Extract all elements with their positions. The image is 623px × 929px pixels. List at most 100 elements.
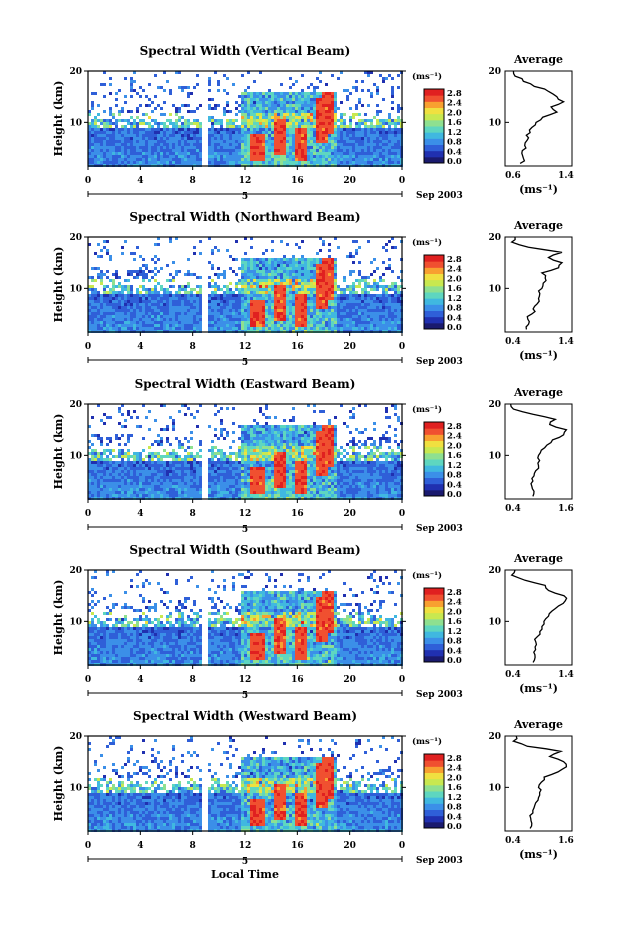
heat-cell bbox=[388, 267, 391, 270]
heat-cell bbox=[88, 122, 91, 125]
heat-cell bbox=[178, 300, 181, 303]
heat-cell bbox=[355, 134, 358, 137]
heat-cell bbox=[169, 146, 172, 149]
heat-cell bbox=[136, 270, 139, 273]
heat-cell bbox=[295, 110, 298, 113]
heat-cell bbox=[244, 107, 247, 110]
heat-cell bbox=[262, 315, 265, 318]
heat-cell bbox=[127, 440, 130, 443]
heat-cell bbox=[97, 491, 100, 494]
heat-cell bbox=[244, 110, 247, 113]
heat-cell bbox=[91, 134, 94, 137]
heat-cell bbox=[319, 152, 322, 155]
heat-cell bbox=[166, 425, 169, 428]
heat-cell bbox=[286, 318, 289, 321]
heat-cell bbox=[151, 473, 154, 476]
heat-cell bbox=[313, 158, 316, 161]
heat-cell bbox=[133, 89, 136, 92]
heat-cell bbox=[382, 134, 385, 137]
heat-cell bbox=[106, 155, 109, 158]
heat-cell bbox=[196, 152, 199, 155]
heat-cell bbox=[250, 119, 253, 122]
heat-cell bbox=[337, 128, 340, 131]
heat-cell bbox=[322, 273, 325, 276]
heat-cell bbox=[352, 131, 355, 134]
heat-cell bbox=[169, 279, 172, 282]
heat-cell bbox=[214, 315, 217, 318]
heat-cell bbox=[379, 327, 382, 330]
heat-cell bbox=[190, 309, 193, 312]
heat-cell bbox=[355, 306, 358, 309]
heat-cell bbox=[313, 107, 316, 110]
heat-cell bbox=[151, 491, 154, 494]
heat-cell bbox=[244, 300, 247, 303]
heat-cell bbox=[160, 482, 163, 485]
heat-cell bbox=[109, 440, 112, 443]
heat-cell bbox=[355, 143, 358, 146]
heat-cell bbox=[283, 309, 286, 312]
heat-cell bbox=[139, 128, 142, 131]
heat-cell bbox=[121, 306, 124, 309]
heat-cell bbox=[331, 74, 334, 77]
heat-cell bbox=[88, 146, 91, 149]
heat-cell bbox=[118, 158, 121, 161]
heat-cell bbox=[97, 104, 100, 107]
heat-cell bbox=[364, 161, 367, 164]
heat-cell bbox=[265, 101, 268, 104]
heat-cell bbox=[328, 128, 331, 131]
heat-cell bbox=[247, 131, 250, 134]
heat-cell bbox=[394, 155, 397, 158]
heat-cell bbox=[277, 143, 280, 146]
heat-cell bbox=[244, 273, 247, 276]
heat-cell bbox=[139, 318, 142, 321]
colorbar-unit: (ms⁻¹) bbox=[412, 237, 442, 248]
heat-cell bbox=[145, 479, 148, 482]
heat-cell bbox=[169, 285, 172, 288]
heat-cell bbox=[175, 464, 178, 467]
heat-cell bbox=[187, 446, 190, 449]
heat-cell bbox=[334, 300, 337, 303]
heat-cell bbox=[325, 321, 328, 324]
heat-cell bbox=[88, 488, 91, 491]
heat-cell bbox=[154, 303, 157, 306]
heat-cell bbox=[160, 318, 163, 321]
heat-cell bbox=[394, 312, 397, 315]
heat-cell bbox=[154, 491, 157, 494]
heat-cell bbox=[304, 285, 307, 288]
heat-cell bbox=[301, 161, 304, 164]
heat-cell bbox=[307, 303, 310, 306]
heat-cell bbox=[160, 327, 163, 330]
heat-cell bbox=[166, 161, 169, 164]
heat-cell bbox=[385, 152, 388, 155]
heat-cell bbox=[349, 161, 352, 164]
heat-cell bbox=[262, 140, 265, 143]
heat-cell bbox=[133, 297, 136, 300]
heat-cell bbox=[88, 309, 91, 312]
heat-cell bbox=[109, 327, 112, 330]
heat-cell bbox=[259, 134, 262, 137]
heat-cell bbox=[175, 273, 178, 276]
heat-cell bbox=[184, 137, 187, 140]
heat-cell bbox=[313, 110, 316, 113]
heat-cell bbox=[184, 300, 187, 303]
heat-cell bbox=[247, 291, 250, 294]
heat-cell bbox=[277, 101, 280, 104]
heat-cell bbox=[262, 327, 265, 330]
heat-cell bbox=[325, 273, 328, 276]
heat-cell bbox=[187, 270, 190, 273]
heat-cell bbox=[301, 261, 304, 264]
heat-cell bbox=[88, 288, 91, 291]
heat-cell bbox=[130, 131, 133, 134]
heat-cell bbox=[91, 276, 94, 279]
heat-cell bbox=[241, 315, 244, 318]
heat-cell bbox=[274, 303, 277, 306]
heat-cell bbox=[262, 303, 265, 306]
heat-cell bbox=[262, 252, 265, 255]
heat-cell bbox=[250, 113, 253, 116]
heat-cell bbox=[133, 488, 136, 491]
heat-cell bbox=[211, 116, 214, 119]
heat-cell bbox=[304, 318, 307, 321]
heat-cell bbox=[307, 282, 310, 285]
heat-cell bbox=[139, 155, 142, 158]
heat-cell bbox=[292, 315, 295, 318]
